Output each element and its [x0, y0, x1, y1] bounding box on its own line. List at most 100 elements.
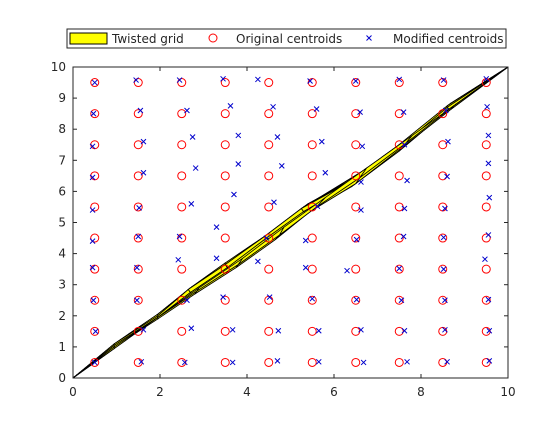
- modified-centroid-point: [440, 234, 447, 241]
- modified-centroid-point: [278, 163, 285, 169]
- original-centroid-point: [307, 326, 317, 336]
- modified-centroid-point: [485, 296, 492, 303]
- modified-centroid-point: [404, 358, 410, 365]
- modified-centroid-point: [404, 177, 410, 184]
- grid-cell: [359, 135, 413, 178]
- original-centroid-point: [438, 264, 448, 274]
- legend-swatch-twisted-grid: [69, 32, 108, 45]
- original-centroid-point: [220, 109, 230, 119]
- modified-centroid-point: [92, 328, 99, 335]
- modified-centroid-point: [213, 224, 220, 231]
- modified-centroid-point: [359, 143, 366, 150]
- modified-centroid-point: [255, 258, 261, 265]
- original-centroid-point: [220, 264, 230, 274]
- twisted-grid-cells: [72, 66, 509, 379]
- modified-centroid-point: [396, 76, 403, 83]
- modified-centroid-point: [137, 107, 144, 114]
- modified-centroid-point: [444, 173, 450, 180]
- modified-centroid-point: [229, 326, 236, 333]
- grid-cell: [279, 197, 326, 236]
- original-centroid-point: [90, 233, 100, 243]
- modified-centroid-point: [90, 297, 97, 304]
- modified-centroid-point: [271, 199, 277, 206]
- modified-centroid-point: [91, 359, 98, 366]
- modified-centroid-point: [274, 134, 281, 140]
- x-tick-label: 4: [243, 385, 251, 399]
- original-centroid-point: [307, 109, 317, 119]
- modified-centroid-point: [442, 205, 448, 212]
- grid-cell: [196, 257, 244, 292]
- original-centroid-point: [394, 140, 404, 150]
- modified-centroid-point: [275, 327, 282, 334]
- original-centroid-point: [481, 233, 491, 243]
- original-centroid-point: [394, 233, 404, 243]
- original-centroid-point: [220, 295, 230, 305]
- original-centroid-point: [264, 202, 274, 212]
- modified-centroid-point: [400, 233, 407, 240]
- x-tick-label: 0: [69, 385, 77, 399]
- original-centroid-point: [351, 264, 361, 274]
- modified-centroid-point: [138, 358, 145, 365]
- y-tick-label: 4: [58, 247, 66, 261]
- modified-centroid-point: [135, 233, 142, 240]
- modified-centroid-point: [485, 132, 492, 139]
- legend-cross: [366, 35, 372, 41]
- original-centroid-point: [90, 78, 100, 88]
- modified-centroid-point: [486, 327, 493, 334]
- original-centroid-point: [133, 109, 143, 119]
- modified-centroid-point: [184, 297, 190, 304]
- modified-centroid-point: [444, 358, 450, 365]
- modified-centroid-point: [176, 77, 183, 83]
- modified-centroid-point: [91, 79, 98, 86]
- modified-centroid-point: [486, 194, 493, 201]
- modified-centroid-point: [227, 103, 234, 109]
- modified-centroid-point: [483, 75, 490, 82]
- original-centroid-point: [351, 78, 361, 88]
- y-tick-label: 1: [58, 340, 66, 354]
- legend-marker-modified-centroids: [366, 35, 372, 41]
- original-centroid-point: [220, 78, 230, 88]
- legend-label-twisted-grid: Twisted grid: [111, 32, 184, 46]
- legend: Twisted grid Original centroids Modified…: [66, 28, 507, 49]
- y-tick-label: 10: [51, 60, 66, 74]
- modified-centroid-point: [213, 255, 220, 262]
- modified-centroid-point: [188, 200, 195, 207]
- modified-centroid-point: [235, 161, 242, 167]
- original-centroid-point: [481, 171, 491, 181]
- modified-centroid-point: [136, 205, 142, 211]
- original-centroid-point: [481, 202, 491, 212]
- modified-centroid-point: [263, 235, 270, 241]
- original-centroid-point: [438, 233, 448, 243]
- original-centroid-point: [264, 140, 274, 150]
- original-centroid-point: [177, 357, 187, 367]
- original-centroid-point: [264, 171, 274, 181]
- original-centroid-point: [394, 109, 404, 119]
- modified-centroid-point: [140, 138, 147, 145]
- original-centroid-point: [438, 295, 448, 305]
- modified-centroid-point: [396, 265, 403, 272]
- original-centroid-point: [133, 171, 143, 181]
- original-centroid-point: [394, 357, 404, 367]
- original-centroid-point: [438, 109, 448, 119]
- modified-centroid-point: [307, 78, 313, 84]
- modified-centroid-point: [357, 109, 363, 115]
- original-centroid-point: [481, 295, 491, 305]
- modified-centroid-point: [401, 327, 408, 334]
- original-centroid-point: [481, 264, 491, 274]
- modified-centroid-point: [322, 169, 329, 176]
- original-centroid-point: [351, 357, 361, 367]
- modified-centroid-point: [235, 132, 242, 139]
- modified-centroid-point: [401, 205, 408, 212]
- modified-centroid-point: [134, 297, 140, 304]
- x-tick-label: 6: [330, 385, 338, 399]
- original-centroid-point: [394, 202, 404, 212]
- y-tick-label: 5: [58, 216, 66, 230]
- modified-centroid-point: [89, 207, 96, 213]
- original-centroid-point: [90, 295, 100, 305]
- modified-centroid-point: [255, 76, 261, 83]
- original-centroid-point: [394, 295, 404, 305]
- original-centroid-point: [264, 78, 274, 88]
- grid-cell: [113, 317, 159, 350]
- original-centroid-point: [133, 233, 143, 243]
